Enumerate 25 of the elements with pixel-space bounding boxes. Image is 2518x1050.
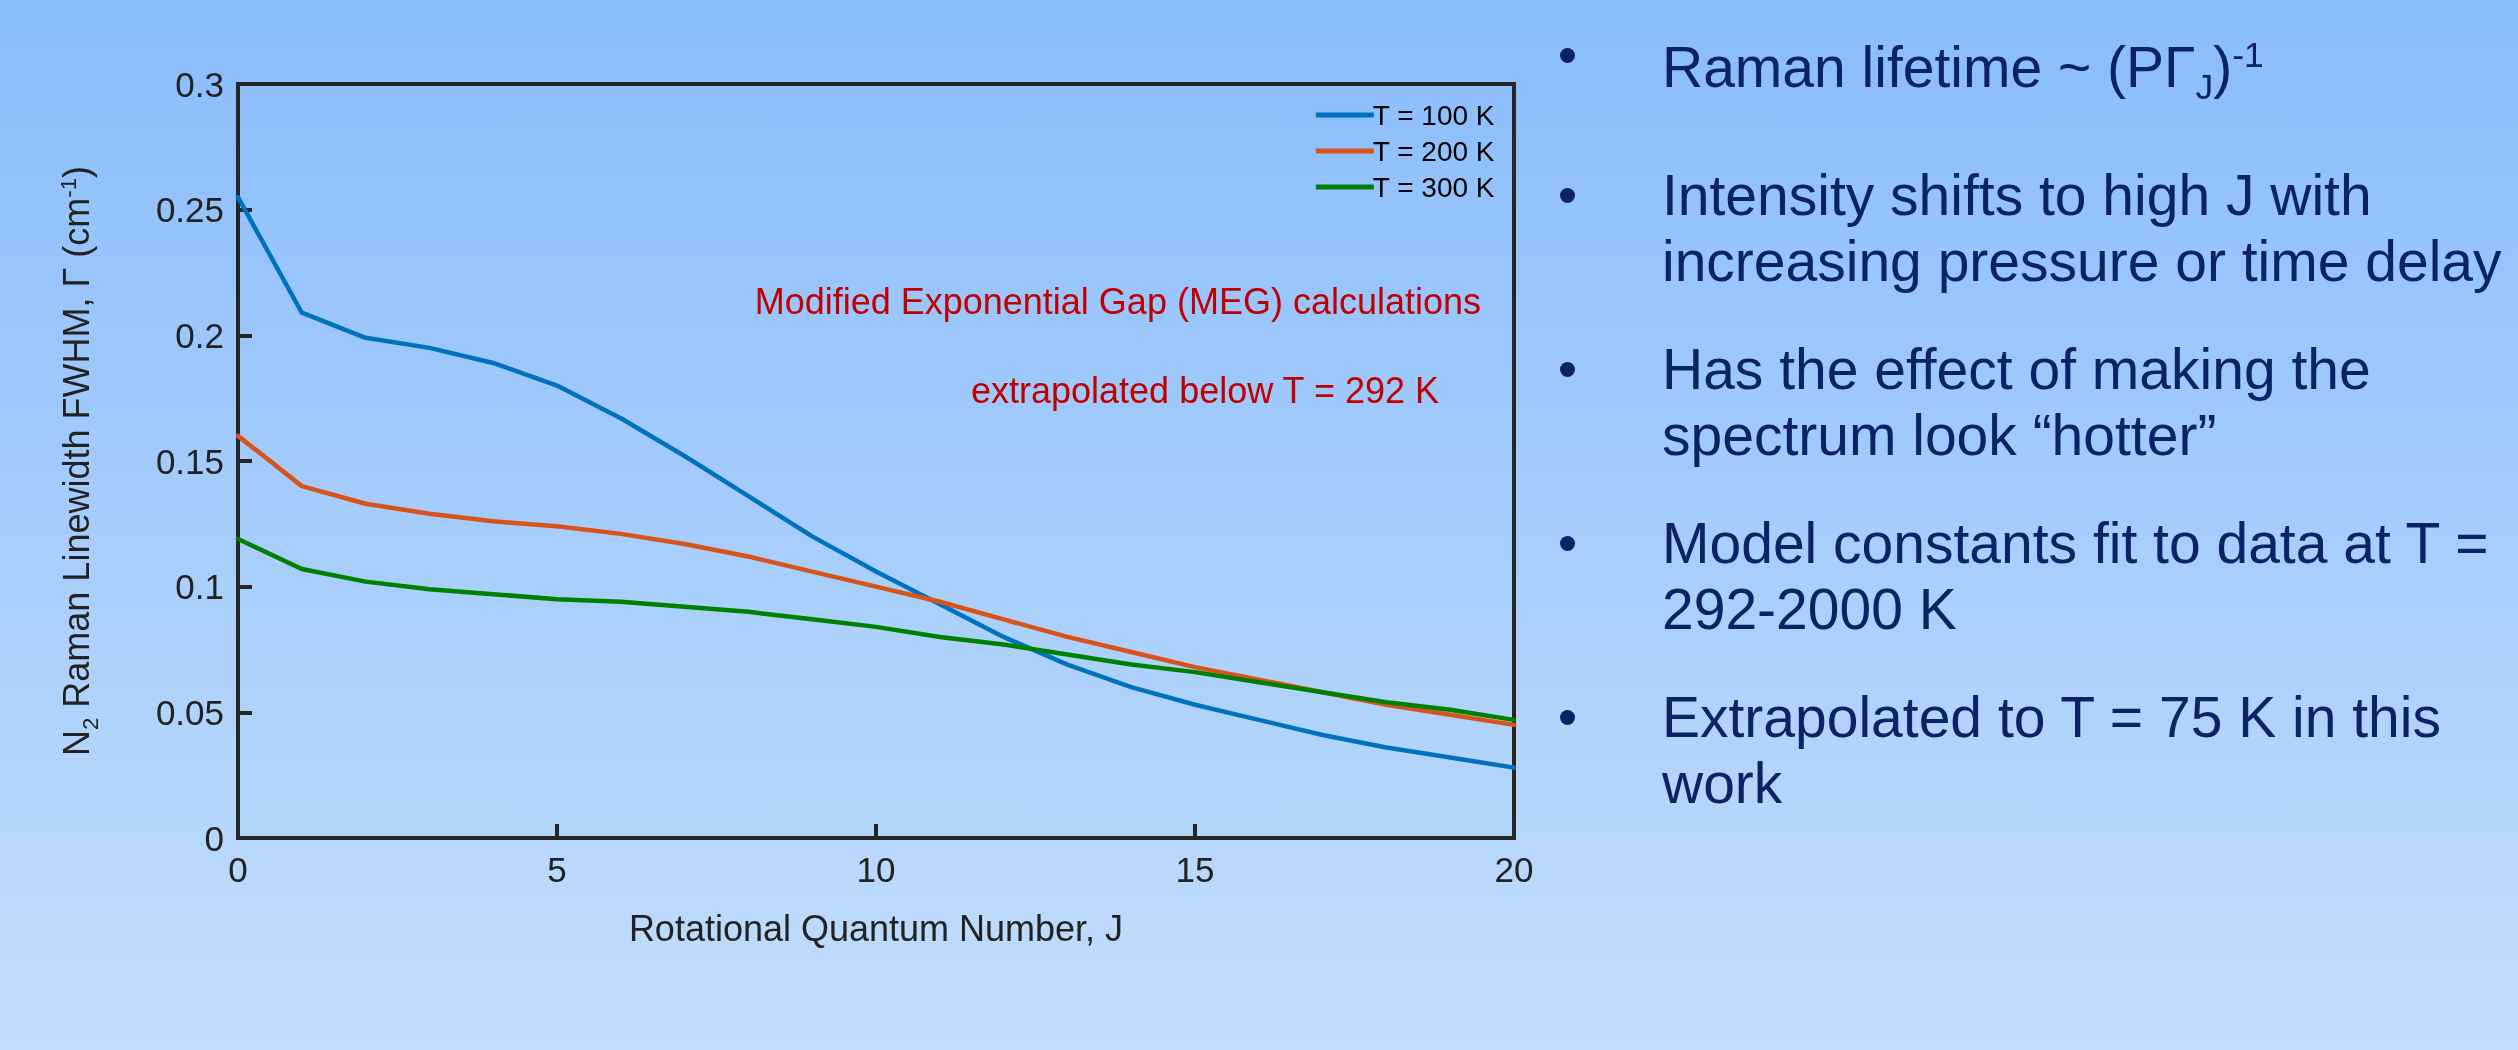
legend-label: T = 100 K [1372,99,1495,131]
y-tick-label: 0.05 [155,692,224,732]
y-tick-label: 0.3 [175,64,224,104]
line-series [235,536,1517,723]
y-tick-label: 0.1 [175,567,224,607]
y-tick-label: 0 [204,818,224,858]
x-tick-label: 10 [856,850,896,889]
y-tick-label: 0.25 [155,190,224,230]
text: Model constants fit to data at T = 292-2000 K [1661,510,2490,643]
legend-label: T = 300 K [1372,171,1495,203]
text: Has the effect of making the spectrum look “hotter” [1661,336,2372,469]
line-series [235,433,1517,728]
x-axis-title: Rotational Quantum Number, J [628,907,1124,949]
x-tick-label: 0 [228,850,248,889]
x-tick-label: 20 [1494,850,1534,889]
text: Extrapolated to T = 75 K in this work [1661,684,2442,817]
text: Raman lifetime ~ (PΓ$_{J}$)$^{-1}$ [1661,34,2265,109]
legend-label: T = 200 K [1372,135,1495,167]
x-tick-label: 5 [547,850,567,889]
x-tick-label: 15 [1175,850,1215,889]
annotation: extrapolated below T = 292 K [971,369,1439,411]
text: Intensity shifts to high J with increasing pressure or time delay [1661,162,2502,295]
y-tick-label: 0.2 [175,315,224,355]
annotation: Modified Exponential Gap (MEG) calculations [754,280,1481,322]
y-tick-label: 0.15 [155,441,224,481]
